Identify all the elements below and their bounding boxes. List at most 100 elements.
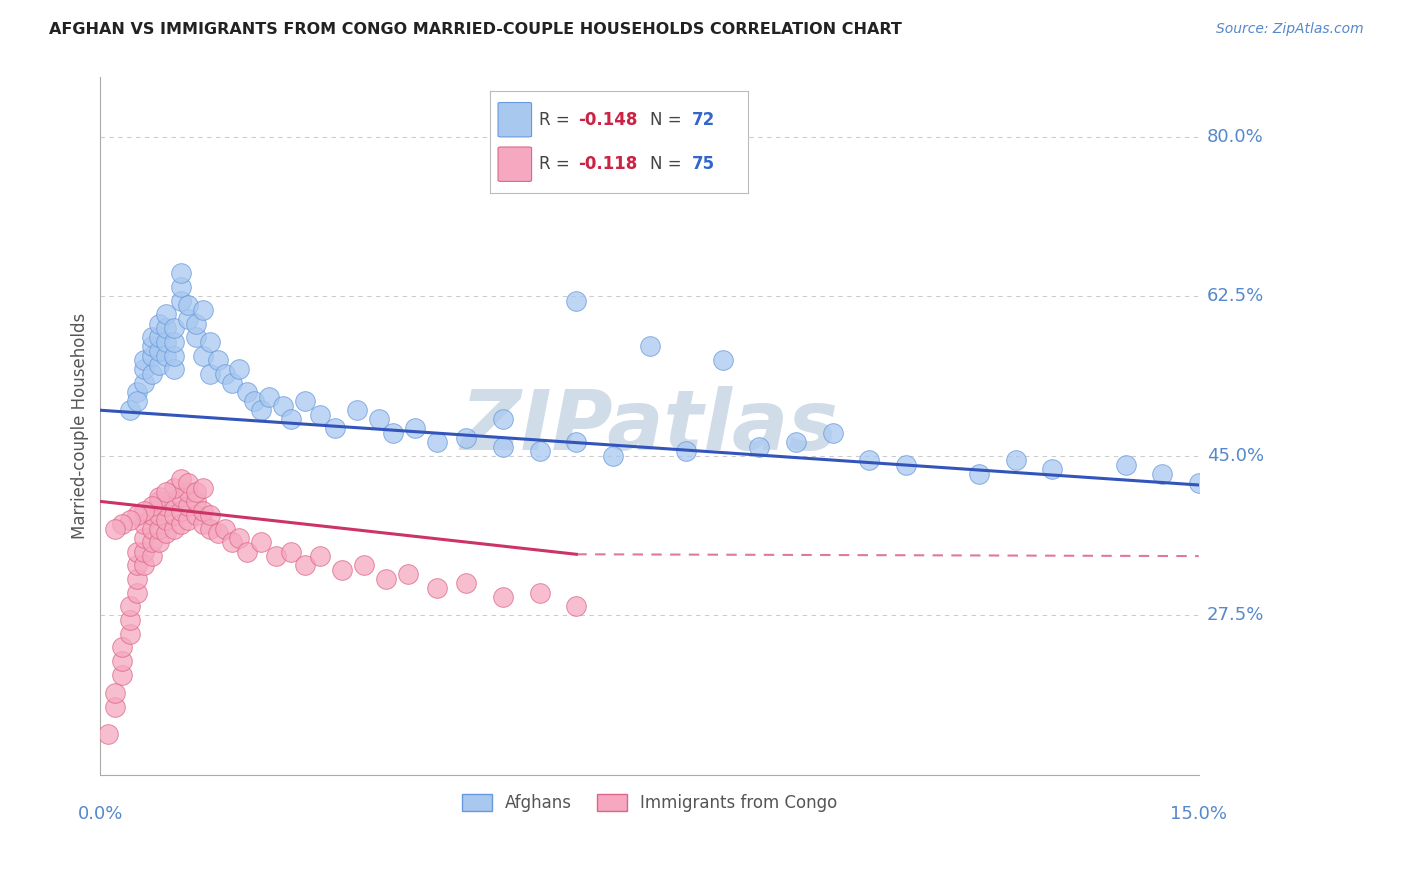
Point [170, 472, 193, 486]
Point [104, 522, 127, 536]
Text: 15.0%: 15.0% [1170, 805, 1227, 823]
Point [134, 353, 156, 368]
Point [294, 394, 316, 409]
Point [155, 526, 177, 541]
Point [236, 544, 259, 558]
Point [280, 412, 302, 426]
Point [711, 353, 734, 368]
Point [396, 567, 419, 582]
Point [134, 558, 156, 573]
Text: AFGHAN VS IMMIGRANTS FROM CONGO MARRIED-COUPLE HOUSEHOLDS CORRELATION CHART: AFGHAN VS IMMIGRANTS FROM CONGO MARRIED-… [49, 22, 903, 37]
Point [125, 558, 148, 573]
Text: 80.0%: 80.0% [1208, 128, 1264, 145]
Point [858, 453, 880, 467]
Point [221, 535, 243, 549]
Point [111, 654, 134, 668]
Point [104, 699, 127, 714]
Point [141, 522, 163, 536]
Point [141, 367, 163, 381]
Point [257, 390, 280, 404]
Point [1040, 462, 1063, 476]
Point [785, 435, 807, 450]
Point [118, 599, 141, 614]
Point [198, 522, 221, 536]
Point [367, 412, 389, 426]
Text: ZIPatlas: ZIPatlas [461, 385, 838, 467]
Point [155, 334, 177, 349]
Point [148, 494, 170, 508]
Point [675, 444, 697, 458]
Point [492, 412, 515, 426]
Point [134, 362, 156, 376]
Point [134, 517, 156, 532]
Point [565, 435, 588, 450]
Legend: Afghans, Immigrants from Congo: Afghans, Immigrants from Congo [456, 788, 844, 819]
Point [492, 590, 515, 604]
Point [214, 522, 236, 536]
Point [529, 444, 551, 458]
Point [191, 302, 214, 317]
Point [125, 544, 148, 558]
Point [97, 727, 120, 741]
Point [134, 531, 156, 545]
Point [177, 499, 200, 513]
Point [228, 531, 250, 545]
Point [214, 367, 236, 381]
Point [264, 549, 287, 563]
Text: 62.5%: 62.5% [1208, 287, 1264, 305]
Point [125, 585, 148, 599]
Point [141, 499, 163, 513]
Point [243, 394, 266, 409]
Point [118, 513, 141, 527]
Point [118, 626, 141, 640]
Point [894, 458, 917, 472]
Point [638, 339, 661, 353]
Point [155, 485, 177, 500]
Point [177, 298, 200, 312]
Point [177, 513, 200, 527]
Y-axis label: Married-couple Households: Married-couple Households [72, 313, 89, 540]
Text: 45.0%: 45.0% [1208, 447, 1264, 465]
Point [148, 358, 170, 372]
Point [250, 403, 273, 417]
Point [529, 585, 551, 599]
Point [155, 499, 177, 513]
Point [148, 317, 170, 331]
Point [111, 640, 134, 655]
Point [170, 267, 193, 281]
Point [404, 421, 426, 435]
Point [1152, 467, 1174, 481]
Point [456, 431, 478, 445]
Point [141, 535, 163, 549]
Point [141, 349, 163, 363]
Point [162, 508, 184, 522]
Point [748, 440, 770, 454]
Point [104, 686, 127, 700]
Point [309, 549, 332, 563]
Point [148, 490, 170, 504]
Point [162, 481, 184, 495]
Point [374, 572, 396, 586]
Point [273, 399, 295, 413]
Point [111, 667, 134, 681]
Point [330, 563, 353, 577]
Point [353, 558, 375, 573]
Point [821, 425, 844, 440]
Point [118, 613, 141, 627]
Point [170, 293, 193, 308]
Point [148, 508, 170, 522]
Point [198, 508, 221, 522]
Point [228, 362, 250, 376]
Point [162, 362, 184, 376]
Point [177, 476, 200, 491]
Point [134, 376, 156, 390]
Point [198, 334, 221, 349]
Point [309, 408, 332, 422]
Point [565, 599, 588, 614]
Point [148, 330, 170, 344]
Point [170, 503, 193, 517]
Point [967, 467, 990, 481]
Point [323, 421, 346, 435]
Point [346, 403, 368, 417]
Point [221, 376, 243, 390]
